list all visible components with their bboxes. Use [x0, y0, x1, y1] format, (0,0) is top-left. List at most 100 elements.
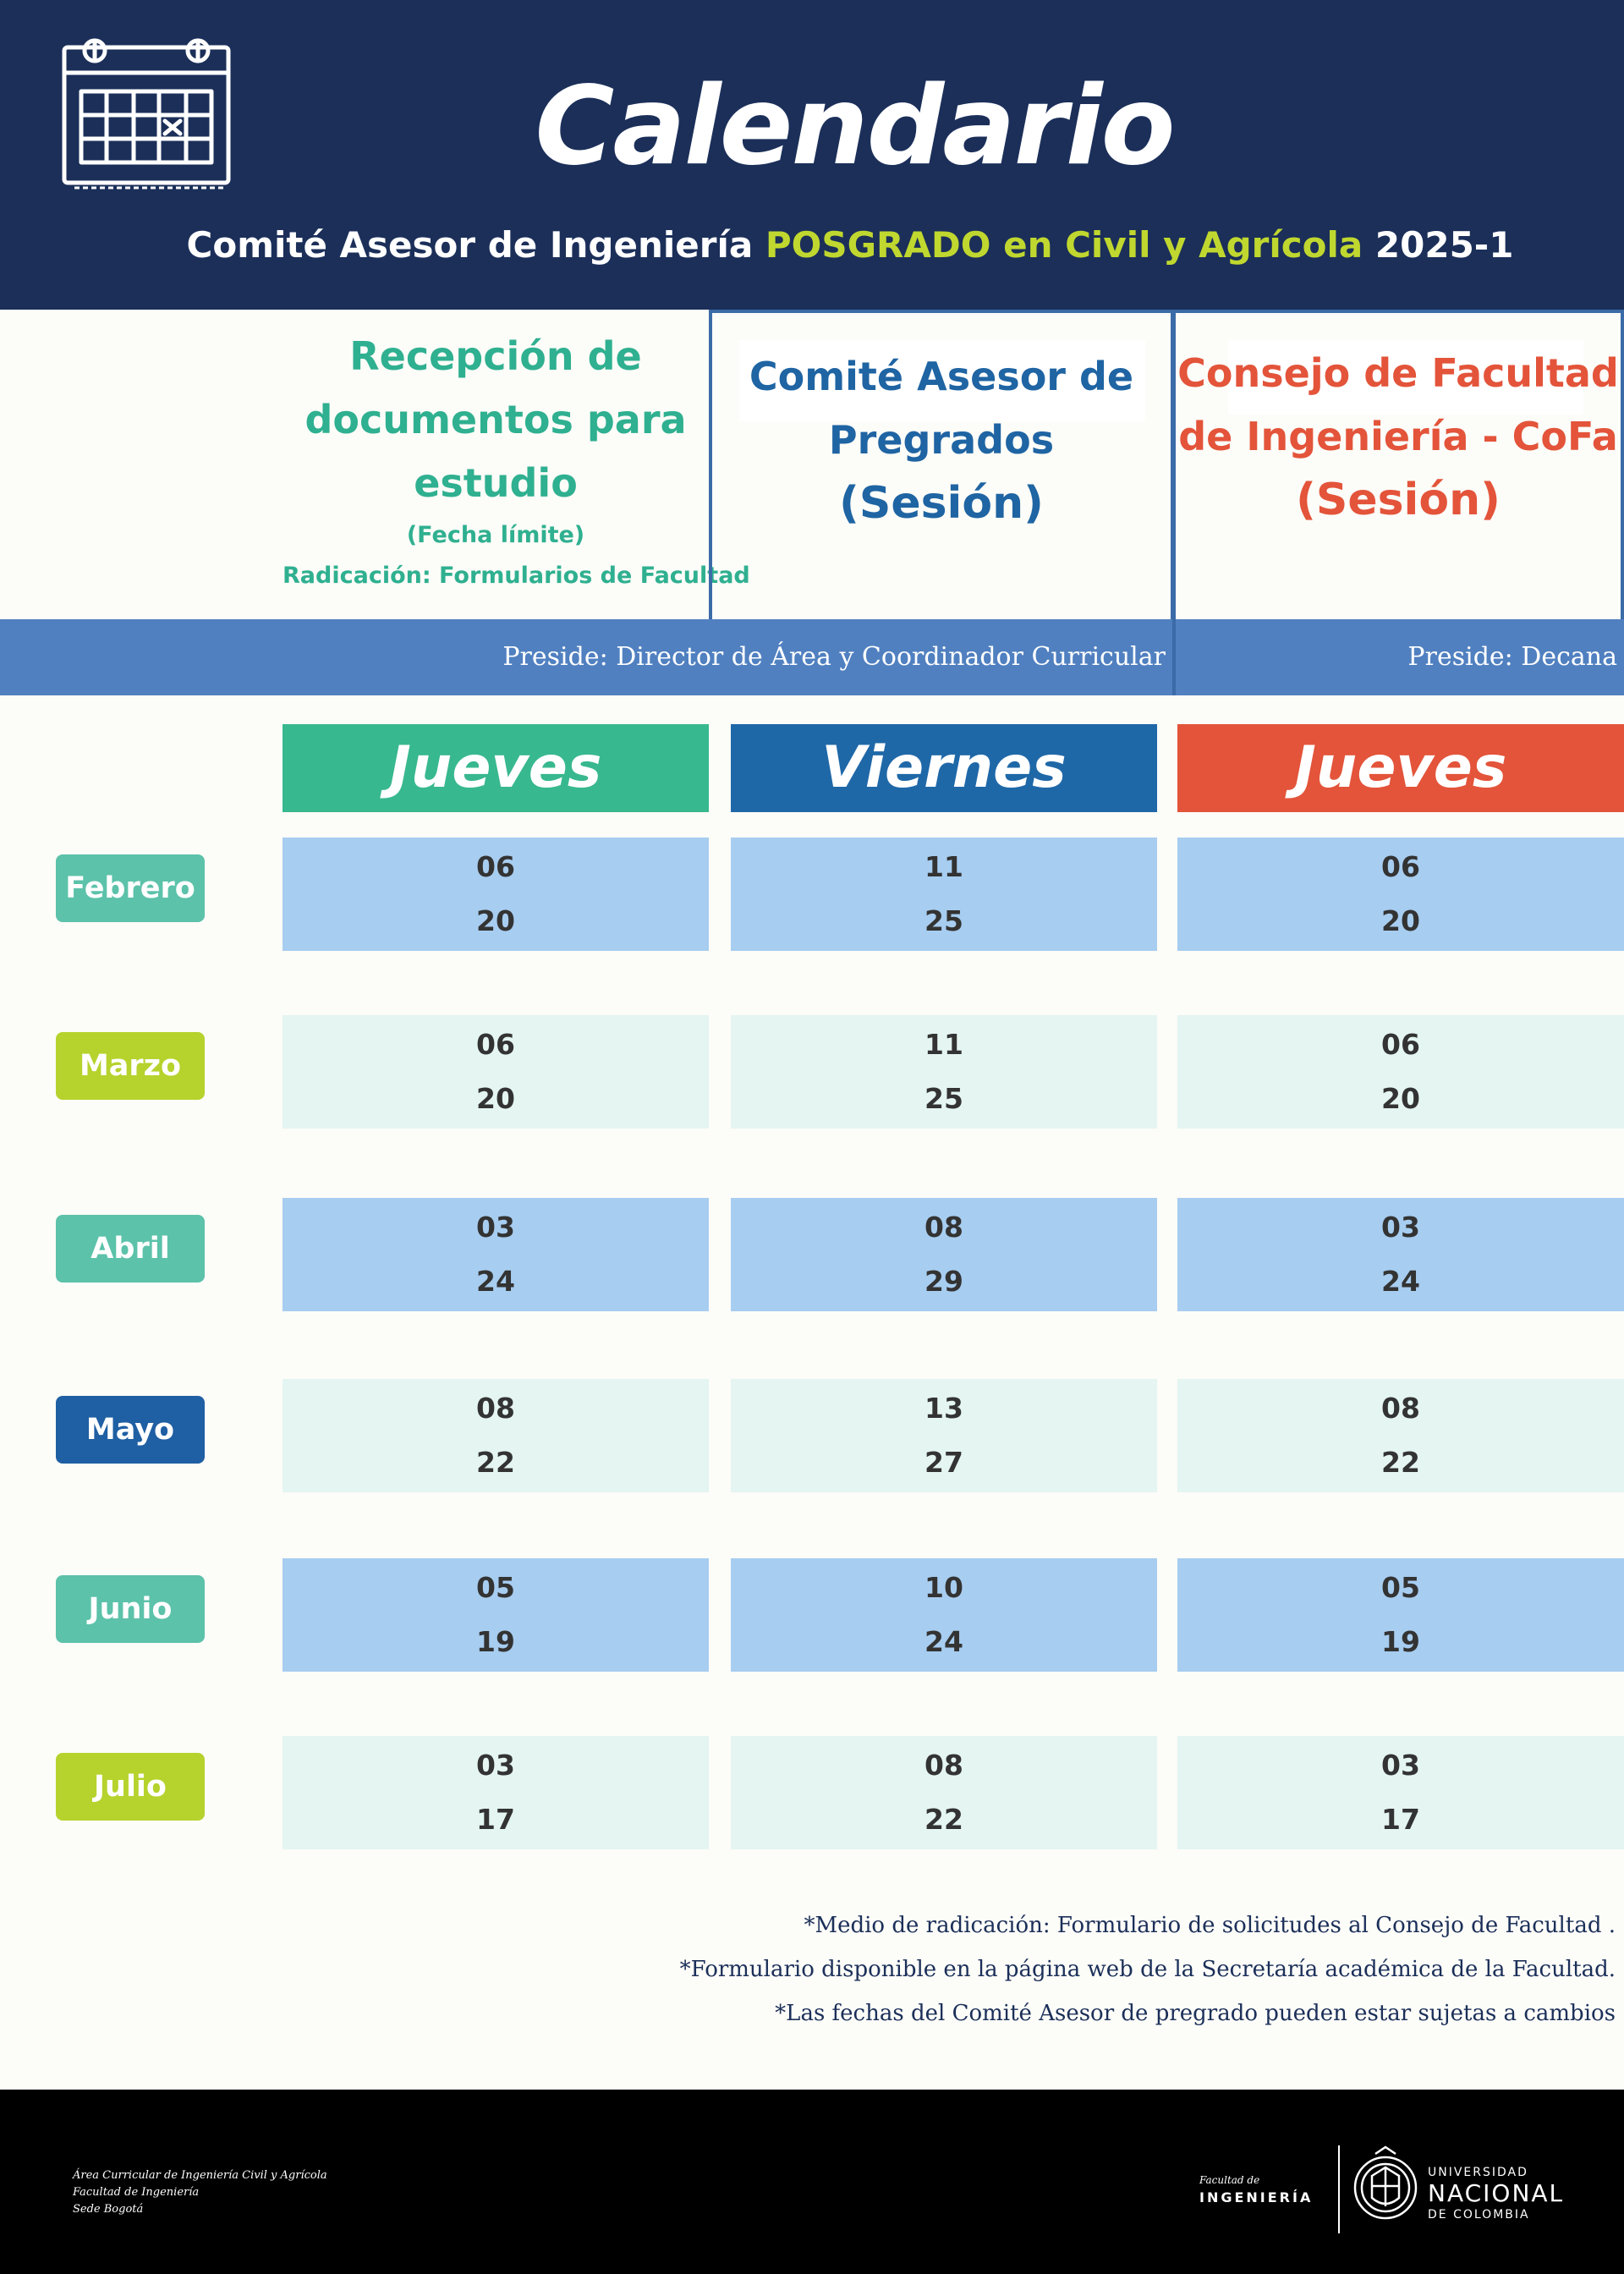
- university-name-line3: DE COLOMBIA: [1428, 2208, 1530, 2222]
- column-title-committee: Comité Asesor de Pregrados: [749, 354, 1134, 463]
- day-banner-council: Jueves: [1177, 724, 1624, 812]
- date-value: 17: [1381, 1803, 1420, 1836]
- date-value: 20: [1381, 904, 1420, 937]
- date-value: 03: [476, 1749, 515, 1782]
- date-value: 22: [924, 1803, 963, 1836]
- date-value: 05: [1381, 1571, 1420, 1604]
- date-cell: 10 24: [731, 1558, 1157, 1672]
- subtitle-prefix: Comité Asesor de Ingeniería: [186, 224, 765, 266]
- date-value: 11: [924, 850, 963, 883]
- date-cell: 06 20: [1177, 1015, 1624, 1129]
- footnote-cambios: *Las fechas del Comité Asesor de pregrad…: [775, 2001, 1616, 2026]
- date-cell: 11 25: [731, 838, 1157, 951]
- subtitle-suffix: 2025-1: [1363, 224, 1514, 266]
- date-cell: 06 20: [283, 1015, 709, 1129]
- date-value: 17: [476, 1803, 515, 1836]
- date-value: 19: [1381, 1625, 1420, 1658]
- date-cell: 03 24: [283, 1198, 709, 1311]
- date-value: 29: [924, 1265, 963, 1298]
- date-cell: 11 25: [731, 1015, 1157, 1129]
- date-value: 27: [924, 1446, 963, 1479]
- page-title: Calendario: [535, 63, 1175, 190]
- footer-divider: [1338, 2145, 1340, 2233]
- month-label-marzo: Marzo: [56, 1032, 205, 1100]
- date-value: 08: [924, 1211, 963, 1244]
- footnote-radicacion: *Medio de radicación: Formulario de soli…: [804, 1913, 1616, 1938]
- column-box-council: [1172, 310, 1624, 619]
- date-value: 11: [924, 1028, 963, 1061]
- month-label-abril: Abril: [56, 1215, 205, 1283]
- faculty-label: Facultad de: [1199, 2174, 1260, 2186]
- date-value: 24: [924, 1625, 963, 1658]
- day-banner-committee: Viernes: [731, 724, 1157, 812]
- footnote-formulario: *Formulario disponible en la página web …: [679, 1957, 1616, 1982]
- footer-line: Sede Bogotá: [73, 2203, 144, 2216]
- preside-divider: [1172, 619, 1176, 695]
- faculty-name: INGENIERÍA: [1199, 2189, 1314, 2205]
- date-value: 06: [1381, 1028, 1420, 1061]
- date-value: 13: [924, 1392, 963, 1425]
- date-cell: 05 19: [1177, 1558, 1624, 1672]
- month-label-mayo: Mayo: [56, 1396, 205, 1464]
- date-cell: 06 20: [283, 838, 709, 951]
- university-seal-icon: [1353, 2145, 1418, 2220]
- date-value: 03: [1381, 1211, 1420, 1244]
- footer: [0, 2090, 1624, 2274]
- date-value: 20: [476, 904, 515, 937]
- date-value: 22: [476, 1446, 515, 1479]
- month-label-febrero: Febrero: [56, 854, 205, 922]
- column-session-committee: (Sesión): [839, 478, 1044, 529]
- date-value: 24: [476, 1265, 515, 1298]
- date-value: 06: [476, 850, 515, 883]
- date-value: 08: [924, 1749, 963, 1782]
- header-banner: [0, 0, 1624, 310]
- column-header-reception: Recepción de documentos para estudio (Fe…: [283, 325, 750, 604]
- day-banner-reception: Jueves: [283, 724, 709, 812]
- column-subnote-radicacion: Radicación: Formularios de Facultad: [283, 563, 750, 589]
- date-value: 03: [1381, 1749, 1420, 1782]
- date-value: 20: [476, 1082, 515, 1115]
- date-value: 08: [476, 1392, 515, 1425]
- month-label-junio: Junio: [56, 1575, 205, 1643]
- column-header-council: Consejo de Facultad de Ingeniería - CoFa…: [1172, 342, 1624, 532]
- university-name-line1: UNIVERSIDAD: [1428, 2166, 1528, 2179]
- date-cell: 13 27: [731, 1379, 1157, 1492]
- date-cell: 03 24: [1177, 1198, 1624, 1311]
- date-value: 25: [924, 1082, 963, 1115]
- date-value: 22: [1381, 1446, 1420, 1479]
- date-value: 24: [1381, 1265, 1420, 1298]
- subtitle-highlight: POSGRADO en Civil y Agrícola: [765, 224, 1363, 266]
- date-cell: 08 22: [283, 1379, 709, 1492]
- page-subtitle: Comité Asesor de Ingeniería POSGRADO en …: [0, 218, 1624, 272]
- preside-director: Preside: Director de Área y Coordinador …: [502, 642, 1166, 672]
- university-name-line2: NACIONAL: [1428, 2179, 1565, 2207]
- column-title-background: [739, 340, 1145, 421]
- date-cell: 06 20: [1177, 838, 1624, 951]
- date-value: 19: [476, 1625, 515, 1658]
- date-value: 05: [476, 1571, 515, 1604]
- date-value: 10: [924, 1571, 963, 1604]
- footer-department: Área Curricular de Ingeniería Civil y Ag…: [73, 2167, 327, 2218]
- month-label-julio: Julio: [56, 1753, 205, 1821]
- calendar-icon: [62, 38, 231, 190]
- column-header-committee: Comité Asesor de Pregrados (Sesión): [709, 345, 1174, 536]
- column-title-reception: Recepción de documentos para estudio: [304, 333, 687, 506]
- date-value: 03: [476, 1211, 515, 1244]
- date-value: 25: [924, 904, 963, 937]
- date-value: 20: [1381, 1082, 1420, 1115]
- footer-line: Facultad de Ingeniería: [73, 2186, 200, 2199]
- column-title-council: Consejo de Facultad de Ingeniería - CoFa: [1177, 350, 1619, 459]
- date-cell: 08 29: [731, 1198, 1157, 1311]
- column-title-background: [1228, 340, 1583, 415]
- preside-bar: [0, 619, 1624, 695]
- footer-line: Área Curricular de Ingeniería Civil y Ag…: [73, 2169, 327, 2182]
- date-cell: 08 22: [731, 1736, 1157, 1849]
- date-value: 08: [1381, 1392, 1420, 1425]
- column-note-deadline: (Fecha límite): [406, 522, 585, 548]
- date-value: 06: [476, 1028, 515, 1061]
- date-value: 06: [1381, 850, 1420, 883]
- preside-dean: Preside: Decana: [1407, 642, 1617, 672]
- date-cell: 08 22: [1177, 1379, 1624, 1492]
- date-cell: 03 17: [1177, 1736, 1624, 1849]
- date-cell: 05 19: [283, 1558, 709, 1672]
